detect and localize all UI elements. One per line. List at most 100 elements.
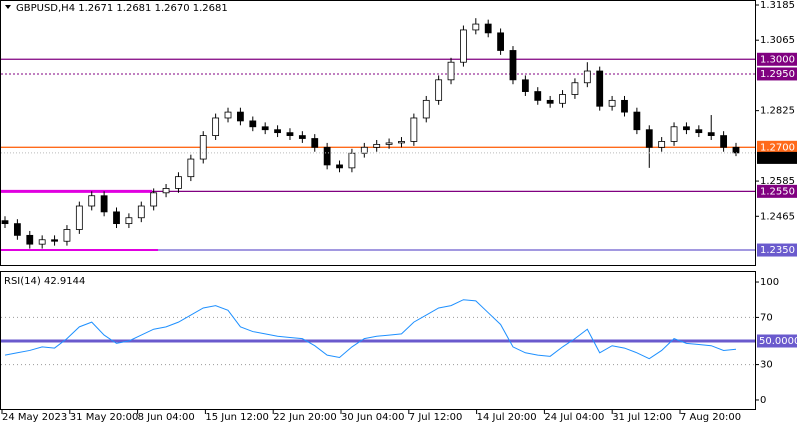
candle-body <box>422 99 430 119</box>
x-tick-label: 8 Jun 04:00 <box>138 412 195 423</box>
candle-body <box>521 79 529 92</box>
rsi-line <box>4 299 737 360</box>
candle-body <box>658 141 666 148</box>
candle-body <box>100 195 108 213</box>
candle-body <box>38 239 46 245</box>
y-tick-label: 1.2465 <box>760 211 795 222</box>
level-label: 50.0000 <box>759 336 800 347</box>
candle-body <box>175 176 182 189</box>
candle-body <box>137 205 145 219</box>
candle-body <box>509 50 517 81</box>
level-label-box <box>757 334 797 348</box>
x-tick-label: 7 Jul 12:00 <box>409 412 463 423</box>
candle-body <box>125 217 133 225</box>
candle-body <box>75 205 83 230</box>
candle-body <box>460 29 467 63</box>
candle-body <box>583 70 591 84</box>
candle-body <box>298 135 306 139</box>
candle-body <box>51 239 58 242</box>
rsi-panel <box>0 271 756 410</box>
candle-body <box>707 132 715 136</box>
candle-body <box>398 141 405 144</box>
last-price-box <box>757 151 797 164</box>
y-tick-label: 1.3185 <box>760 0 795 11</box>
level-label-box <box>757 52 797 66</box>
candle-body <box>695 129 703 134</box>
candle-body <box>13 223 21 236</box>
candle-body <box>645 129 653 148</box>
candle-body <box>63 229 71 242</box>
candle-body <box>484 23 492 34</box>
level-label: 1.2550 <box>760 186 795 197</box>
candle-body <box>237 111 244 122</box>
candle-body <box>113 211 120 225</box>
candle-body <box>373 143 381 148</box>
candle-body <box>410 117 418 142</box>
main-panel <box>0 0 756 266</box>
candle-body <box>608 99 616 107</box>
candle-body <box>336 164 343 169</box>
y-tick-label: 70 <box>760 312 773 323</box>
candle-body <box>447 61 455 81</box>
candle-body <box>472 23 480 31</box>
candle-body <box>323 146 331 166</box>
y-tick-label: 1.2585 <box>760 176 795 187</box>
x-tick-label: 31 Jul 12:00 <box>612 412 672 423</box>
y-tick-label: 100 <box>760 277 779 288</box>
level-label: 1.3000 <box>760 54 795 65</box>
x-tick-label: 30 Jun 04:00 <box>341 412 405 423</box>
candle-body <box>286 132 294 136</box>
candle-body <box>249 120 257 128</box>
x-tick-label: 15 Jun 12:00 <box>205 412 269 423</box>
y-tick-label: 0 <box>760 395 766 406</box>
candle-body <box>150 192 158 207</box>
candle-body <box>261 126 269 131</box>
candle-body <box>621 99 628 113</box>
candle-body <box>596 70 604 107</box>
level-label: 1.2350 <box>760 245 795 256</box>
y-tick-label: 1.2825 <box>760 106 795 117</box>
x-tick-label: 14 Jul 20:00 <box>477 412 537 423</box>
candle-body <box>546 99 554 104</box>
candle-body <box>534 91 542 101</box>
level-label-box <box>757 67 797 81</box>
candle-body <box>385 142 393 145</box>
y-tick-label: 30 <box>760 360 773 371</box>
chart-title: GBPUSD,H4 1.2671 1.2681 1.2670 1.2681 <box>16 3 228 14</box>
x-tick-label: 24 Jul 04:00 <box>544 412 604 423</box>
candle-body <box>26 234 34 245</box>
candle-body <box>311 138 319 148</box>
candle-body <box>720 135 728 148</box>
level-label: 1.2700 <box>760 142 795 153</box>
candle-body <box>88 195 96 207</box>
candle-body <box>559 94 566 104</box>
level-label-box <box>757 140 797 154</box>
x-tick-label: 22 Jun 20:00 <box>273 412 337 423</box>
candle-body <box>224 111 232 119</box>
candle-body <box>571 82 579 95</box>
candle-body <box>212 117 220 136</box>
candle-body <box>497 32 504 51</box>
x-tick-label: 24 May 2023 <box>2 412 67 423</box>
candle-body <box>732 146 740 154</box>
candle-body <box>633 111 641 131</box>
candle-body <box>187 158 195 178</box>
level-label: 1.2950 <box>760 69 795 80</box>
candle-body <box>348 152 356 169</box>
rsi-title: RSI(14) 42.9144 <box>4 276 85 287</box>
candle-body <box>274 129 281 134</box>
candle-body <box>1 220 9 225</box>
candle-body <box>683 126 690 131</box>
collapse-icon[interactable] <box>5 5 11 9</box>
candle-body <box>670 126 678 142</box>
level-label-box <box>757 184 797 198</box>
y-tick-label: 1.3065 <box>760 35 795 46</box>
candle-body <box>162 188 170 194</box>
x-tick-label: 31 May 20:00 <box>70 412 139 423</box>
candle-body <box>360 146 368 154</box>
candle-body <box>199 135 207 160</box>
candle-body <box>435 79 443 101</box>
level-label-box <box>757 243 797 257</box>
x-tick-label: 7 Aug 20:00 <box>680 412 741 423</box>
